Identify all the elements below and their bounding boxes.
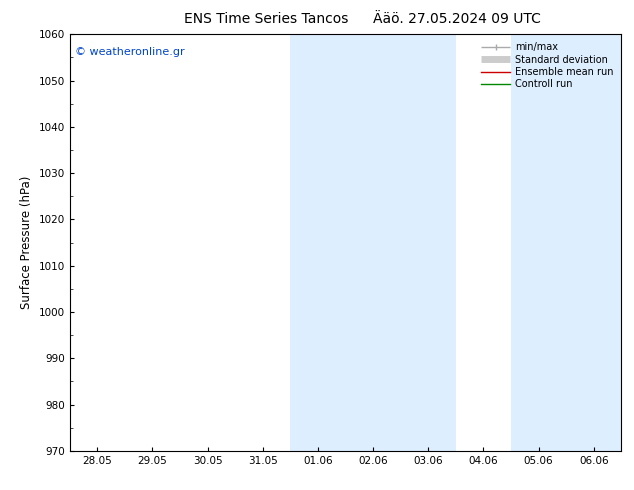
Bar <box>511 34 627 451</box>
Bar <box>290 34 456 451</box>
Text: Ääö. 27.05.2024 09 UTC: Ääö. 27.05.2024 09 UTC <box>373 12 540 26</box>
Text: © weatheronline.gr: © weatheronline.gr <box>75 47 185 57</box>
Legend: min/max, Standard deviation, Ensemble mean run, Controll run: min/max, Standard deviation, Ensemble me… <box>478 39 616 92</box>
Y-axis label: Surface Pressure (hPa): Surface Pressure (hPa) <box>20 176 33 309</box>
Text: ENS Time Series Tancos: ENS Time Series Tancos <box>184 12 349 26</box>
